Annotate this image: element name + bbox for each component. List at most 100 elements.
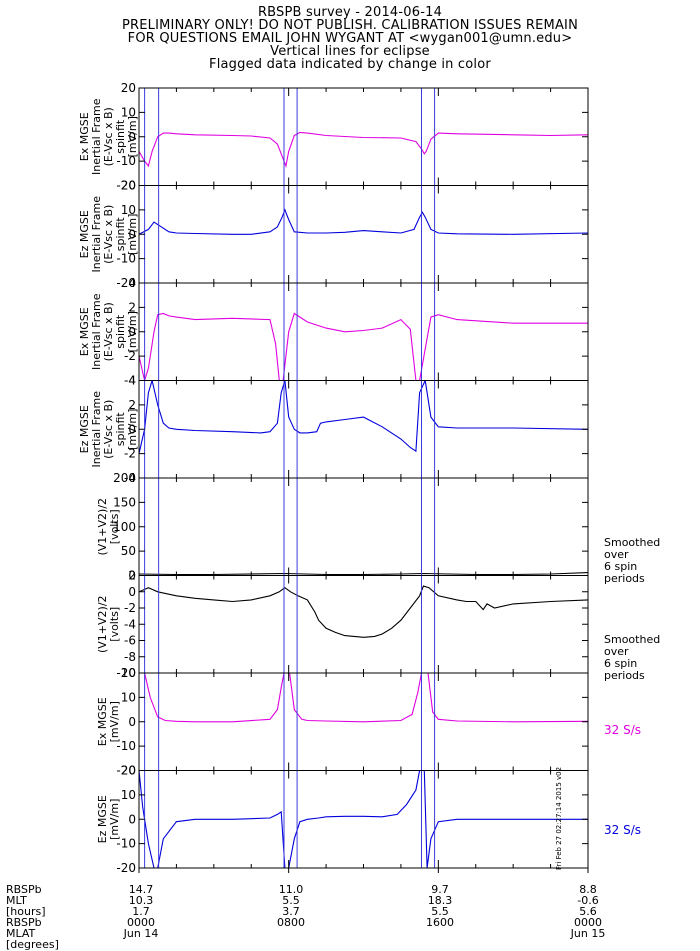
y-tick-label: 2: [128, 569, 136, 583]
panel-frame: [138, 477, 589, 576]
footer-label-rbspb: RBSPb: [6, 883, 42, 896]
footer-lshell: 8.8: [579, 883, 597, 896]
smoothed-note-line: over: [604, 645, 629, 658]
footer-label-degrees: [degrees]: [6, 938, 59, 951]
footer-lshell: 14.7: [128, 883, 154, 896]
panel-4: -4 -2 0 2 4 Ez MGSE Inertial Frame (E-Vsc x B) s…: [78, 374, 589, 485]
footer-lshell: 11.0: [278, 883, 304, 896]
y-tick-label: 200: [113, 471, 136, 485]
y-axis-label: (E-Vsc x B): [102, 302, 115, 361]
y-tick-label: -10: [116, 154, 136, 168]
y-tick-label: 0: [128, 585, 136, 599]
smoothed-note-line: periods: [604, 572, 645, 585]
y-tick-label: -4: [124, 471, 136, 485]
smoothed-note-line: over: [604, 548, 629, 561]
y-tick-label: -20: [116, 861, 136, 875]
series-line: [139, 585, 588, 638]
title-line-3: FOR QUESTIONS EMAIL JOHN WYGANT AT <wyga…: [127, 31, 573, 46]
rate-label-1: 32 S/s: [604, 723, 641, 737]
y-tick-label: 20: [121, 81, 136, 95]
footer-label-rbspb-2: RBSPb: [6, 916, 42, 929]
footer-mlt: 5.5: [282, 894, 300, 907]
y-tick-label: 0: [128, 715, 136, 729]
panel-1: -20 -10 0 10 20 Ex MGSE Inertial Frame (E-Vsc x…: [78, 81, 589, 193]
y-tick-label: 100: [113, 520, 136, 534]
y-tick-label: -4: [124, 374, 136, 388]
footer-date: Jun 15: [570, 927, 606, 940]
footer-lshell: 9.7: [431, 883, 449, 896]
y-axis-label: Ex MGSE: [78, 112, 91, 161]
series-line: [139, 572, 588, 576]
footer-label-hours: [hours]: [6, 905, 46, 918]
series-line: [139, 208, 588, 235]
smoothed-note-1: Smoothed over 6 spin periods: [604, 537, 660, 585]
series-line: [139, 312, 588, 381]
footer-mlt: -0.6: [577, 894, 599, 907]
footer-date: Jun 14: [123, 927, 159, 940]
y-axis-label: Inertial Frame: [90, 391, 103, 468]
footer-mlt: 18.3: [427, 894, 453, 907]
series-line: [139, 770, 588, 868]
panel-6: -10-8-6-4-202(V1+V2)/2 [volts]: [96, 569, 589, 680]
panel-frame: [138, 575, 589, 674]
title-line-4: Vertical lines for eclipse: [270, 44, 430, 59]
footer-time: 0000: [127, 916, 155, 929]
y-axis-label: (E-Vsc x B): [102, 400, 115, 459]
footer-mlt: 10.3: [128, 894, 154, 907]
y-tick-label: -10: [116, 252, 136, 266]
y-axis-label: [mV/m]: [108, 701, 121, 742]
y-axis-label: [mV/m]: [126, 409, 139, 450]
rate-label-2: 32 S/s: [604, 823, 641, 837]
y-tick-label: -20: [116, 276, 136, 290]
y-tick-label: -2: [124, 349, 136, 363]
y-tick-label: 0: [128, 130, 136, 144]
y-tick-label: 4: [128, 374, 136, 388]
y-tick-label: 0: [128, 569, 136, 583]
y-axis-label: spinfit: [114, 119, 127, 154]
y-tick-label: 50: [121, 544, 136, 558]
footer-time: 0800: [277, 916, 305, 929]
panel-5: 0 50 100 150 200 (V1+V2)/2 [volts]: [96, 471, 589, 583]
footer-time: 0000: [574, 916, 602, 929]
smoothed-note-2: Smoothed over 6 spin periods: [604, 634, 660, 682]
y-axis-label: [mV/m]: [126, 116, 139, 157]
y-axis-label: spinfit: [114, 412, 127, 447]
title-line-2: PRELIMINARY ONLY! DO NOT PUBLISH. CALIBR…: [121, 18, 579, 33]
y-tick-label: 2: [128, 398, 136, 412]
panel-frame: [138, 380, 589, 479]
y-tick-label: 20: [121, 179, 136, 193]
y-tick-label: 20: [121, 666, 136, 680]
y-axis-label: (E-Vsc x B): [102, 205, 115, 264]
y-tick-label: 2: [128, 300, 136, 314]
y-tick-label: 20: [121, 764, 136, 778]
footer-mlat: 5.5: [431, 905, 449, 918]
footer-mlat: 1.7: [132, 905, 150, 918]
y-tick-label: 10: [121, 788, 136, 802]
y-axis-label: (E-Vsc x B): [102, 107, 115, 166]
y-tick-label: 0: [128, 422, 136, 436]
footer-mlat: 5.6: [579, 905, 597, 918]
smoothed-note-line: periods: [604, 669, 645, 682]
y-axis-label: Ez MGSE: [78, 210, 91, 258]
panel-7: -20 -10 0 10 20 Ex MGSE [mV/m]: [96, 666, 589, 778]
series-line: [139, 131, 588, 168]
y-axis-label: [mV/m]: [108, 799, 121, 840]
y-axis-label: spinfit: [114, 217, 127, 252]
y-axis-label: spinfit: [114, 314, 127, 349]
y-axis-label: (V1+V2)/2: [96, 498, 109, 556]
y-axis-label: Ez MGSE: [78, 405, 91, 453]
y-tick-label: -10: [116, 739, 136, 753]
smoothed-note-line: Smoothed: [604, 536, 661, 549]
y-tick-label: -2: [124, 601, 136, 615]
y-tick-label: -10: [116, 666, 136, 680]
y-tick-label: -20: [116, 764, 136, 778]
y-axis-label: [mV/m]: [126, 214, 139, 255]
y-axis-label: Inertial Frame: [90, 293, 103, 370]
y-axis-label: Ez MGSE: [96, 795, 109, 843]
y-tick-label: 10: [121, 690, 136, 704]
y-tick-label: -8: [124, 650, 136, 664]
smoothed-note-line: 6 spin: [604, 560, 638, 573]
y-axis-label: (V1+V2)/2: [96, 595, 109, 653]
